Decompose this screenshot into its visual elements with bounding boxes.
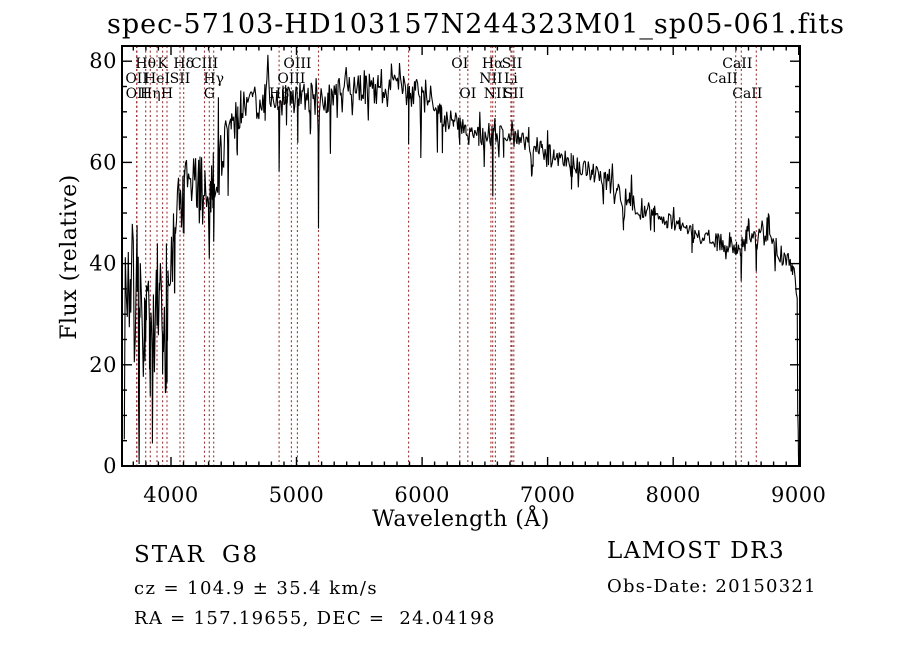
- spectral-line-label: SII: [170, 71, 191, 87]
- spectral-line-label: SII: [503, 86, 524, 102]
- spectral-line-label: Li: [504, 71, 518, 87]
- spectral-line-label: CaII: [732, 86, 762, 102]
- spectral-line-label: NII: [484, 86, 507, 102]
- spectral-line-label: CIII: [191, 56, 218, 72]
- spectral-line-label: G: [204, 86, 215, 102]
- spectral-line-label: OII: [126, 86, 149, 102]
- spectral-line-label: OII: [125, 71, 148, 87]
- spectral-line-label: OIII: [283, 56, 311, 72]
- spectral-line-label: CaII: [722, 56, 752, 72]
- spectral-line-label: NII: [479, 71, 502, 87]
- x-tick-label: 5000: [269, 483, 324, 507]
- x-tick-label: 4000: [143, 483, 198, 507]
- x-axis-title: Wavelength (Å): [372, 504, 550, 532]
- spectral-line-label: Hθ: [135, 56, 156, 72]
- y-tick-label: 20: [89, 353, 117, 377]
- spectral-line-label: Hη: [140, 86, 161, 102]
- x-tick-label: 7000: [520, 483, 575, 507]
- x-tick-label: 8000: [645, 483, 700, 507]
- spectral-line-label: Hδ: [173, 56, 194, 72]
- axis-ticks: [122, 46, 800, 467]
- y-tick-label: 80: [89, 49, 117, 73]
- x-tick-label: 9000: [771, 483, 826, 507]
- spectral-line-label: Hα: [482, 56, 504, 72]
- spectral-line-label: OI: [451, 56, 468, 72]
- spectral-line-markers: [136, 46, 757, 466]
- y-tick-label: 60: [89, 150, 117, 174]
- plot-title: spec-57103-HD103157N244323M01_sp05-061.f…: [107, 9, 845, 40]
- y-tick-label: 40: [89, 252, 117, 276]
- y-axis-title: Flux (relative): [57, 174, 82, 340]
- survey-release-label: LAMOST DR3: [607, 538, 786, 564]
- coordinates-label: RA = 157.19655, DEC = 24.04198: [134, 608, 496, 629]
- object-subclass-label: G8: [222, 542, 260, 568]
- spectrum-trace: [123, 54, 800, 465]
- spectral-line-label: H: [161, 86, 173, 102]
- object-class-label: STAR: [134, 542, 206, 568]
- spectral-line-label: OI: [459, 86, 476, 102]
- spectral-line-label: CaII: [708, 71, 738, 87]
- obs-date-label: Obs-Date: 20150321: [607, 576, 817, 597]
- spectral-line-label: K: [157, 56, 168, 72]
- spectral-line-label: OIII: [277, 71, 305, 87]
- spectral-line-label: SII: [502, 56, 523, 72]
- plot-border: [121, 45, 801, 467]
- y-tick-label: 0: [103, 454, 117, 478]
- spectral-line-label: HeI: [144, 71, 170, 87]
- x-tick-label: 6000: [394, 483, 449, 507]
- redshift-velocity-label: cz = 104.9 ± 35.4 km/s: [134, 578, 379, 599]
- spectral-line-label: Hγ: [203, 71, 224, 87]
